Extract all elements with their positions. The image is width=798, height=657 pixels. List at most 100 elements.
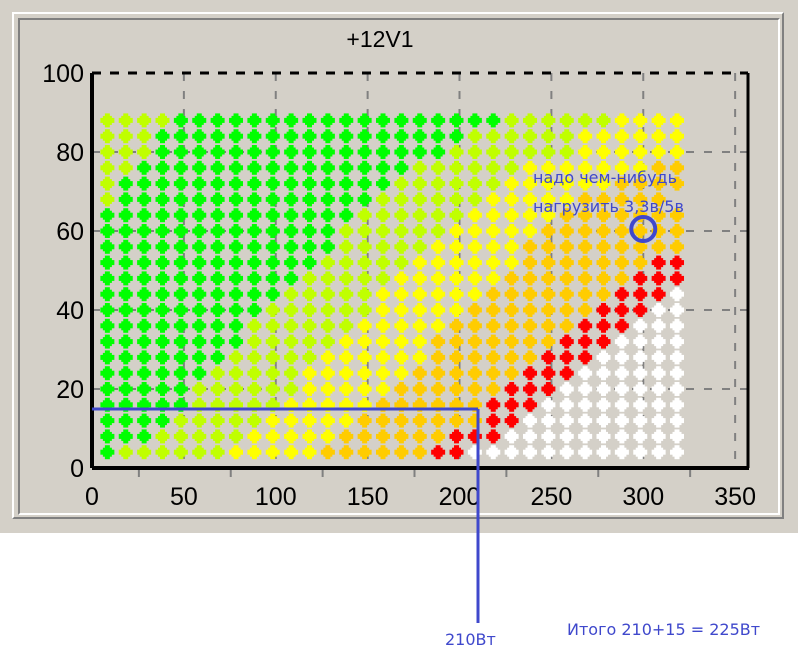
marker-core bbox=[525, 163, 535, 173]
data-point bbox=[633, 318, 648, 333]
data-point bbox=[523, 160, 538, 175]
marker-core bbox=[654, 431, 664, 441]
marker-core bbox=[249, 321, 259, 331]
marker-core bbox=[213, 289, 223, 299]
data-point bbox=[247, 208, 262, 223]
data-point bbox=[192, 271, 207, 286]
marker-core bbox=[194, 131, 204, 141]
data-point bbox=[523, 129, 538, 144]
marker-core bbox=[158, 242, 168, 252]
marker-core bbox=[635, 179, 645, 189]
marker-core bbox=[249, 210, 259, 220]
marker-core bbox=[378, 179, 388, 189]
marker-core bbox=[415, 431, 425, 441]
marker-core bbox=[396, 400, 406, 410]
data-point bbox=[229, 176, 244, 191]
marker-core bbox=[672, 400, 682, 410]
data-point bbox=[431, 255, 446, 270]
data-point bbox=[229, 239, 244, 254]
marker-core bbox=[488, 416, 498, 426]
data-point bbox=[467, 208, 482, 223]
marker-core bbox=[176, 384, 186, 394]
y-tick-label: 0 bbox=[70, 455, 84, 483]
marker-core bbox=[599, 210, 609, 220]
marker-core bbox=[525, 447, 535, 457]
data-point bbox=[376, 255, 391, 270]
marker-core bbox=[415, 305, 425, 315]
data-point bbox=[339, 350, 354, 365]
marker-core bbox=[415, 163, 425, 173]
data-point bbox=[137, 287, 152, 302]
marker-core bbox=[323, 431, 333, 441]
data-point bbox=[173, 160, 188, 175]
marker-core bbox=[121, 163, 131, 173]
marker-core bbox=[231, 258, 241, 268]
marker-core bbox=[268, 179, 278, 189]
data-point bbox=[449, 239, 464, 254]
data-point bbox=[449, 176, 464, 191]
data-point bbox=[210, 382, 225, 396]
marker-core bbox=[488, 131, 498, 141]
marker-core bbox=[543, 337, 553, 347]
marker-core bbox=[341, 258, 351, 268]
marker-core bbox=[194, 352, 204, 362]
marker-core bbox=[194, 210, 204, 220]
marker-core bbox=[286, 447, 296, 457]
data-point bbox=[320, 239, 335, 254]
marker-core bbox=[415, 321, 425, 331]
marker-core bbox=[139, 321, 149, 331]
marker-core bbox=[599, 194, 609, 204]
marker-core bbox=[452, 115, 462, 125]
marker-core bbox=[231, 242, 241, 252]
marker-core bbox=[672, 416, 682, 426]
data-point bbox=[670, 382, 685, 396]
marker-core bbox=[433, 179, 443, 189]
data-point bbox=[559, 382, 574, 396]
data-point bbox=[376, 366, 391, 381]
data-point bbox=[100, 239, 115, 254]
data-point bbox=[467, 413, 482, 428]
marker-core bbox=[268, 352, 278, 362]
marker-core bbox=[323, 147, 333, 157]
data-point bbox=[155, 271, 170, 286]
marker-core bbox=[249, 289, 259, 299]
marker-core bbox=[249, 400, 259, 410]
data-point bbox=[247, 224, 262, 238]
marker-core bbox=[525, 210, 535, 220]
marker-core bbox=[654, 163, 664, 173]
marker-core bbox=[378, 258, 388, 268]
marker-core bbox=[323, 400, 333, 410]
data-point bbox=[302, 208, 317, 223]
marker-core bbox=[580, 226, 590, 236]
marker-core bbox=[617, 337, 627, 347]
data-point bbox=[302, 334, 317, 349]
data-point bbox=[578, 445, 593, 460]
marker-core bbox=[286, 258, 296, 268]
marker-core bbox=[102, 447, 112, 457]
data-point bbox=[486, 145, 501, 159]
data-point bbox=[155, 318, 170, 333]
marker-core bbox=[562, 416, 572, 426]
data-point bbox=[467, 334, 482, 349]
data-point bbox=[670, 287, 685, 302]
marker-core bbox=[617, 226, 627, 236]
marker-core bbox=[396, 210, 406, 220]
marker-core bbox=[654, 242, 664, 252]
data-point bbox=[265, 429, 280, 444]
marker-core bbox=[360, 416, 370, 426]
marker-core bbox=[452, 258, 462, 268]
marker-core bbox=[158, 305, 168, 315]
marker-core bbox=[268, 163, 278, 173]
marker-core bbox=[158, 321, 168, 331]
marker-core bbox=[268, 131, 278, 141]
marker-core bbox=[507, 226, 517, 236]
marker-core bbox=[488, 115, 498, 125]
data-point bbox=[302, 429, 317, 444]
data-point bbox=[137, 208, 152, 223]
marker-core bbox=[378, 400, 388, 410]
data-point bbox=[302, 413, 317, 428]
marker-core bbox=[360, 115, 370, 125]
data-point bbox=[412, 287, 427, 302]
data-point bbox=[320, 160, 335, 175]
marker-core bbox=[599, 447, 609, 457]
